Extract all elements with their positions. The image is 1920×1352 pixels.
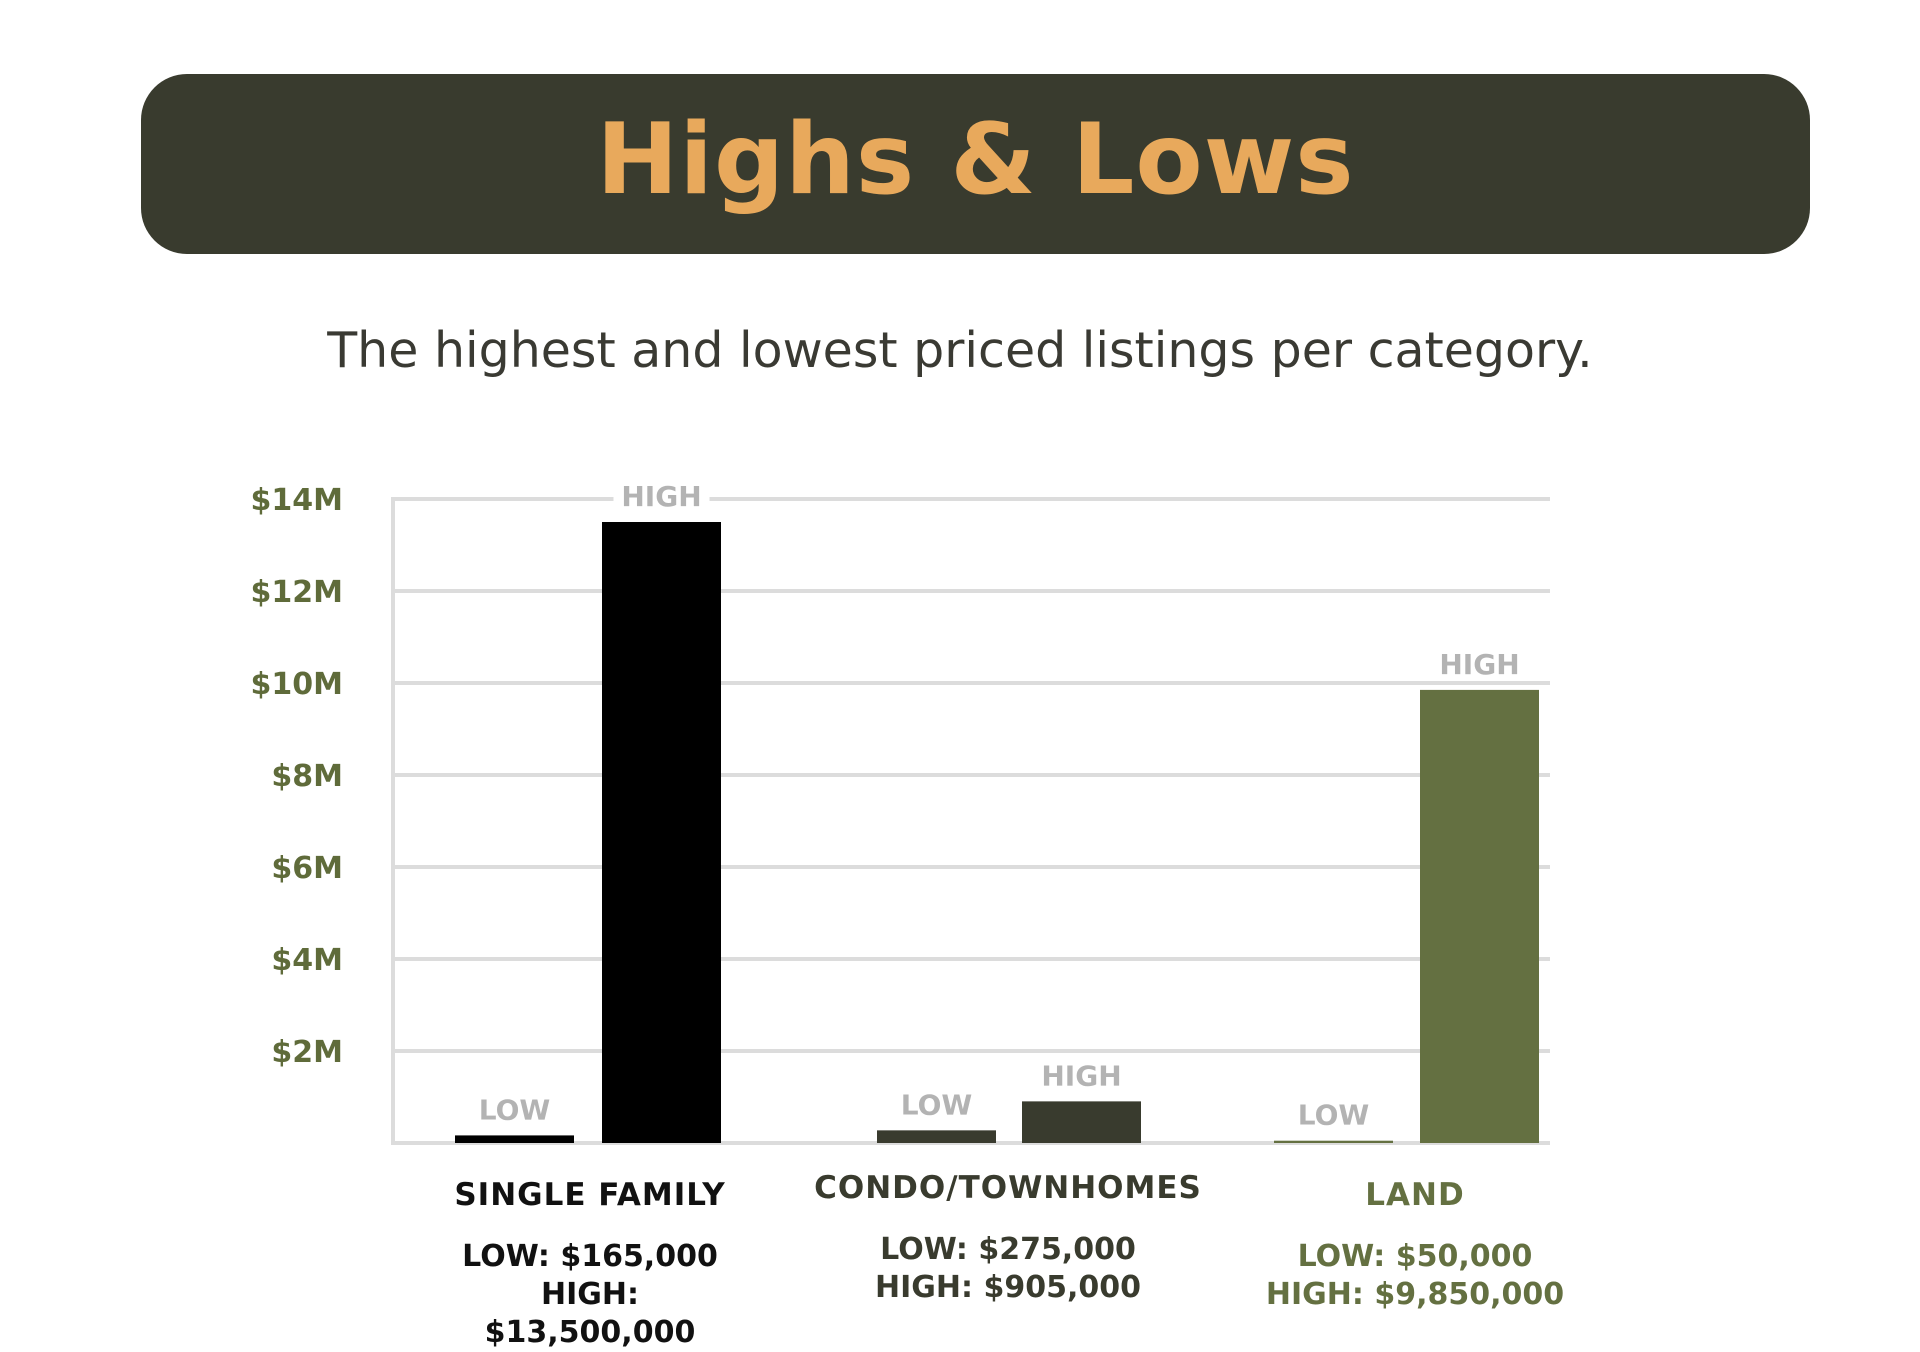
bar-label-low: LOW [479, 1093, 551, 1126]
bar-low [877, 1130, 996, 1143]
y-tick-label: $2M [271, 1035, 343, 1070]
bar-label-bg [1431, 643, 1528, 680]
bar-labels: LOW HIGH LOW HIGH LOW HIGH [471, 476, 1528, 1132]
bar-high [602, 522, 721, 1143]
category-name: LAND [1365, 1177, 1465, 1213]
bar-label-high: HIGH [1439, 648, 1519, 681]
category-high-value: HIGH: $13,500,000 [484, 1277, 696, 1351]
gridlines [391, 497, 1550, 1145]
bar-label-bg [471, 1089, 558, 1126]
y-tick-label: $4M [271, 943, 343, 978]
bar-label-bg [613, 476, 710, 512]
category-caption-single-family: SINGLE FAMILY LOW: $165,000 HIGH: $13,50… [435, 1177, 745, 1352]
category-caption-land: LAND LOW: $50,000 HIGH: $9,850,000 [1250, 1177, 1580, 1314]
bar-high [1420, 689, 1539, 1143]
category-caption-condo-townhomes: CONDO/TOWNHOMES LOW: $275,000 HIGH: $905… [808, 1170, 1208, 1307]
y-axis-ticks: $2M $4M $6M $8M $10M $12M $14M [251, 483, 343, 1070]
y-tick-label: $8M [271, 759, 343, 794]
bar-high [1022, 1101, 1141, 1143]
title-banner: Highs & Lows [141, 74, 1810, 254]
bar-label-low: LOW [901, 1088, 973, 1121]
category-name: CONDO/TOWNHOMES [814, 1170, 1202, 1206]
category-high-value: HIGH: $905,000 [875, 1270, 1141, 1306]
category-name: SINGLE FAMILY [454, 1177, 726, 1213]
bar-label-low: LOW [1298, 1099, 1370, 1132]
bar-low [455, 1135, 574, 1143]
category-low-value: LOW: $275,000 [880, 1232, 1136, 1268]
bar-label-high: HIGH [1041, 1059, 1121, 1092]
bar-label-bg [1033, 1055, 1130, 1092]
page-title: Highs & Lows [596, 103, 1355, 217]
category-low-value: LOW: $165,000 [462, 1239, 718, 1275]
bar-label-high: HIGH [621, 480, 701, 513]
y-tick-label: $6M [271, 851, 343, 886]
bar-label-bg [893, 1084, 980, 1121]
y-tick-label: $12M [251, 575, 343, 610]
category-high-value: HIGH: $9,850,000 [1265, 1277, 1565, 1313]
page-subtitle: The highest and lowest priced listings p… [327, 322, 1593, 379]
bar-label-bg [1290, 1094, 1377, 1131]
y-tick-label: $14M [251, 483, 343, 518]
bar-low [1274, 1140, 1393, 1143]
y-tick-label: $10M [251, 667, 343, 702]
bars [455, 522, 1539, 1143]
category-low-value: LOW: $50,000 [1297, 1239, 1533, 1275]
